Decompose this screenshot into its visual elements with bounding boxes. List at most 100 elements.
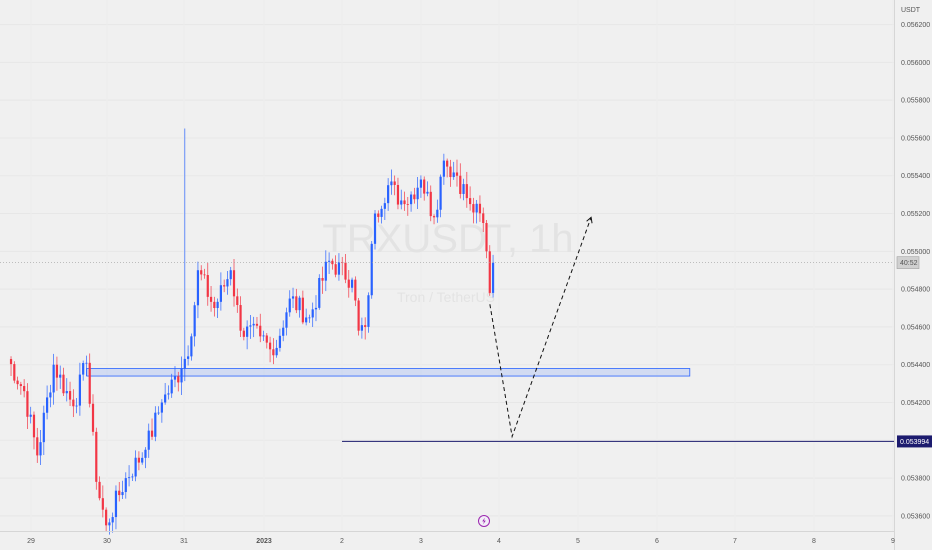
candle-body	[301, 297, 304, 323]
horizontal-line-price: 0.053994	[900, 439, 929, 446]
candle-body	[259, 325, 262, 337]
candle-body	[249, 325, 252, 327]
candle	[78, 362, 81, 416]
current-price-tag-box	[896, 256, 920, 269]
candle-body	[121, 492, 124, 496]
candle-body	[350, 279, 354, 288]
projection-path[interactable]	[489, 217, 592, 439]
support-zone-layer	[86, 368, 691, 377]
candle-body	[246, 326, 249, 337]
candle-body	[377, 213, 380, 217]
candle-body	[150, 430, 154, 437]
candle-body	[173, 376, 177, 380]
candle-body	[85, 362, 88, 364]
projection-arrowhead	[586, 216, 593, 224]
candle-body	[370, 243, 373, 296]
candle	[236, 288, 239, 313]
candle	[141, 452, 144, 465]
candle	[32, 411, 36, 450]
flash-event-icon[interactable]	[478, 515, 490, 527]
candle-body	[387, 185, 390, 204]
candle-body	[213, 301, 216, 309]
candle-body	[105, 509, 108, 526]
price-tick-label: 0.055000	[901, 249, 930, 256]
candle	[337, 253, 341, 281]
candle-body	[65, 391, 68, 394]
candle	[311, 302, 314, 327]
candle-body	[278, 335, 282, 348]
candle-body	[452, 172, 455, 178]
candle	[216, 298, 219, 318]
candle-body	[268, 342, 272, 350]
candle	[196, 261, 200, 319]
candle-body	[23, 386, 26, 392]
candle-body	[72, 399, 75, 407]
candle	[42, 405, 45, 456]
candle-body	[265, 335, 268, 343]
candle	[52, 353, 55, 405]
candle-body	[308, 317, 311, 319]
candle	[72, 389, 75, 418]
candle	[367, 292, 370, 333]
candle	[150, 418, 154, 440]
candle-body	[236, 296, 239, 306]
candle	[16, 376, 19, 390]
time-axis[interactable]: 29 30 31 2023 2 3 4 5 6 7 8 9	[27, 538, 895, 545]
candle	[190, 333, 193, 361]
candle-body	[413, 194, 416, 200]
price-tick-label: 0.055800	[901, 98, 930, 105]
candle-body	[141, 457, 144, 463]
candle	[232, 258, 236, 307]
price-tick-label: 0.054600	[901, 324, 930, 331]
candles-layer	[9, 128, 495, 535]
candle	[183, 128, 186, 382]
candle-body	[311, 309, 314, 318]
candle	[167, 385, 170, 400]
candle-body	[187, 356, 190, 359]
candle-body	[419, 179, 423, 188]
candle-body	[409, 194, 413, 205]
candle	[288, 290, 291, 317]
candle-body	[32, 414, 36, 438]
candle	[272, 338, 275, 365]
candle	[465, 171, 468, 208]
candle-body	[98, 481, 101, 499]
candle-body	[360, 325, 363, 331]
candle-body	[383, 203, 386, 209]
candle-body	[416, 187, 419, 200]
candle	[462, 178, 465, 201]
time-tick-label: 8	[812, 538, 816, 545]
candle	[242, 327, 245, 341]
candle	[390, 169, 393, 195]
candle	[127, 465, 131, 487]
projection-layer	[489, 216, 593, 439]
candle-body	[147, 430, 150, 450]
candle-body	[334, 264, 337, 275]
time-tick-label: 6	[655, 538, 659, 545]
candle-body	[154, 412, 157, 437]
candle-body	[144, 449, 147, 458]
current-price-tag: 40:52	[896, 256, 920, 269]
candle-body	[26, 391, 29, 417]
candle	[91, 394, 95, 436]
candle-body	[367, 295, 370, 327]
candle-body	[124, 478, 127, 493]
watermark: TRXUSDT, 1h Tron / TetherUS	[322, 217, 573, 305]
candle	[370, 241, 373, 299]
candle-body	[16, 380, 19, 385]
candle-body	[59, 374, 62, 378]
candle	[45, 385, 49, 420]
candle	[105, 507, 108, 532]
support-zone[interactable]	[86, 368, 691, 377]
candle	[144, 447, 147, 469]
candle	[9, 356, 13, 376]
candle-body	[373, 213, 377, 244]
time-tick-label: 2	[340, 538, 344, 545]
time-tick-label: 4	[497, 538, 501, 545]
candle	[124, 472, 127, 499]
candle	[347, 269, 350, 298]
candle-body	[82, 363, 85, 375]
candle	[380, 205, 383, 224]
